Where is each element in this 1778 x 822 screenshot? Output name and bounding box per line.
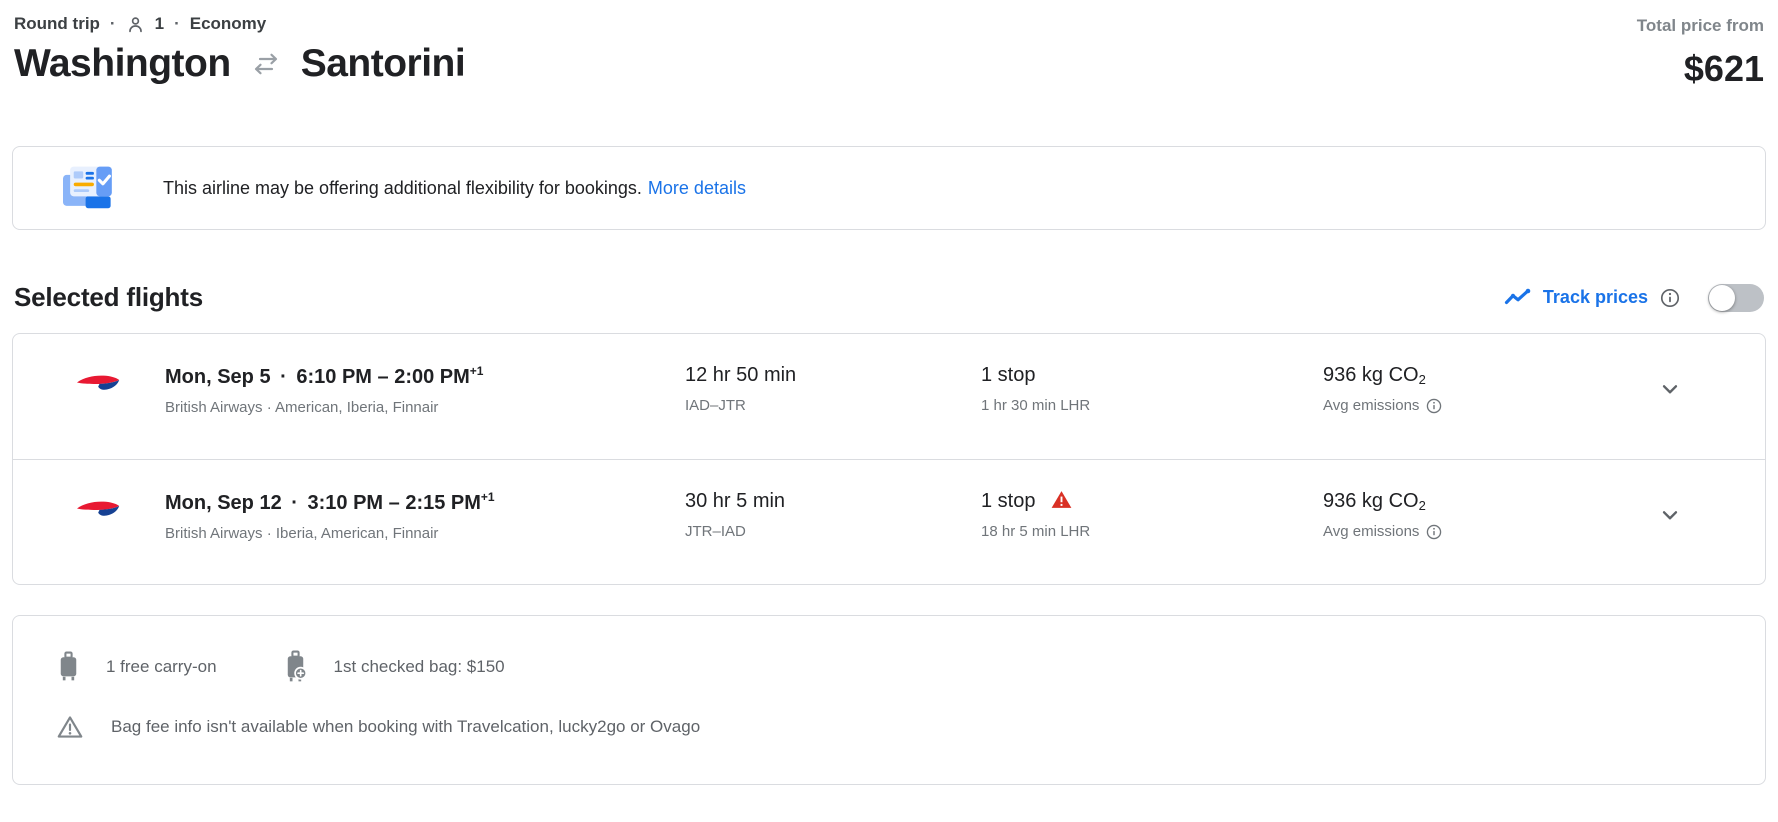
carry-on-bag-icon [57,651,80,682]
route-title: Washington Santorini [14,42,466,86]
bag-fee-note: Bag fee info isn't available when bookin… [111,717,701,736]
flight-route: IAD–JTR [685,397,746,414]
warning-outline-icon [57,715,83,739]
selected-flights-card: Mon, Sep 5 · 6:10 PM – 2:00 PM+1 British… [12,333,1766,585]
more-details-link[interactable]: More details [647,177,746,198]
emissions-amount: 936 kg CO [1323,364,1419,386]
emissions-note: Avg emissions [1323,397,1573,414]
airline-flexibility-banner: This airline may be offering additional … [12,146,1766,230]
flight-date: Mon, Sep 5 [165,366,271,388]
page-header: Round trip · 1 · Economy Washington [12,14,1766,90]
chevron-down-icon[interactable] [1653,372,1687,406]
emissions-value: 936 kg CO2 [1323,490,1573,513]
flight-times: 3:10 PM – 2:15 PM [307,492,481,514]
destination-city: Santorini [300,42,466,85]
flight-stop-detail: 18 hr 5 min LHR [981,523,1091,540]
next-day-indicator: +1 [480,490,495,504]
flight-date: Mon, Sep 12 [165,492,282,514]
carry-on-label: 1 free carry-on [106,656,217,676]
baggage-info-card: 1 free carry-on 1st checked bag: $150 [12,615,1766,785]
flight-duration: 30 hr 5 min [685,490,786,512]
info-icon[interactable] [1426,524,1442,540]
flight-stops-cell: 1 stop 18 hr 5 min LHR [981,490,1323,540]
passenger-count: 1 [154,14,165,33]
checked-bag-plus-icon [283,650,308,683]
flight-stops: 1 stop [981,490,1323,513]
flight-duration: 12 hr 50 min [685,364,797,386]
selected-flights-header: Selected flights Track prices [12,282,1766,313]
banner-message: This airline may be offering additional … [163,178,746,199]
emissions-label: Avg emissions [1323,397,1420,414]
track-prices-group: Track prices [1504,283,1764,312]
track-prices-toggle[interactable] [1708,283,1764,312]
separator-dot: · [280,366,287,388]
flight-datetime: Mon, Sep 5 · 6:10 PM – 2:00 PM+1 [165,364,685,389]
separator-dot: · [109,14,116,33]
red-warning-triangle-icon[interactable] [1051,490,1072,509]
person-icon [126,15,145,34]
flight-emissions-cell: 936 kg CO2 Avg emissions [1323,490,1573,540]
section-title: Selected flights [14,282,203,312]
total-price-value: $621 [1683,48,1764,89]
flight-expand-cell [1653,372,1765,406]
total-price-block: Total price from $621 [1637,14,1764,90]
flight-stops: 1 stop [981,364,1036,386]
trip-options-breadcrumb: Round trip · 1 · Economy [14,14,465,34]
flight-stops-cell: 1 stop 1 hr 30 min LHR [981,364,1323,414]
trending-line-icon [1504,288,1531,307]
emissions-subscript: 2 [1418,372,1426,387]
flight-carriers: British Airways · American, Iberia, Finn… [165,399,439,416]
separator-dot: · [174,14,180,33]
baggage-allowance-row: 1 free carry-on 1st checked bag: $150 [57,650,1765,683]
stops-text: 1 stop [981,490,1036,512]
flight-datetime: Mon, Sep 12 · 3:10 PM – 2:15 PM+1 [165,490,685,515]
flight-row-departure[interactable]: Mon, Sep 5 · 6:10 PM – 2:00 PM+1 British… [13,334,1765,459]
info-icon[interactable] [1426,398,1442,414]
info-icon[interactable] [1660,288,1680,308]
toggle-knob [1709,284,1735,311]
british-airways-logo [13,370,165,396]
banner-message-text: This airline may be offering additional … [163,177,642,198]
route-summary: Round trip · 1 · Economy Washington [14,14,466,86]
track-prices-label[interactable]: Track prices [1542,287,1648,307]
flight-carriers: British Airways · Iberia, American, Finn… [165,525,439,542]
next-day-indicator: +1 [469,364,484,378]
british-airways-logo [13,496,165,522]
flight-stop-detail: 1 hr 30 min LHR [981,397,1091,414]
emissions-amount: 936 kg CO [1323,490,1419,512]
flexible-booking-ticket-icon [59,163,117,213]
total-price-label: Total price from [1636,16,1764,35]
bag-fee-note-row: Bag fee info isn't available when bookin… [57,715,1765,739]
flight-times: 6:10 PM – 2:00 PM [296,366,470,388]
flight-duration-cell: 30 hr 5 min JTR–IAD [685,490,981,540]
separator-dot: · [291,492,298,514]
flight-expand-cell [1653,498,1765,532]
flight-main-cell: Mon, Sep 12 · 3:10 PM – 2:15 PM+1 Britis… [165,490,685,542]
flight-row-return[interactable]: Mon, Sep 12 · 3:10 PM – 2:15 PM+1 Britis… [13,459,1765,584]
swap-arrows-icon [251,51,281,77]
flight-main-cell: Mon, Sep 5 · 6:10 PM – 2:00 PM+1 British… [165,364,685,416]
flight-duration-cell: 12 hr 50 min IAD–JTR [685,364,981,414]
chevron-down-icon[interactable] [1653,498,1687,532]
emissions-subscript: 2 [1418,498,1426,513]
origin-city: Washington [14,42,231,85]
emissions-note: Avg emissions [1323,523,1573,540]
flight-route: JTR–IAD [685,523,746,540]
emissions-label: Avg emissions [1323,523,1420,540]
flight-emissions-cell: 936 kg CO2 Avg emissions [1323,364,1573,414]
cabin-class-label: Economy [189,14,267,33]
checked-bag-label: 1st checked bag: $150 [333,656,505,676]
trip-type-label: Round trip [14,14,100,33]
emissions-value: 936 kg CO2 [1323,364,1573,387]
